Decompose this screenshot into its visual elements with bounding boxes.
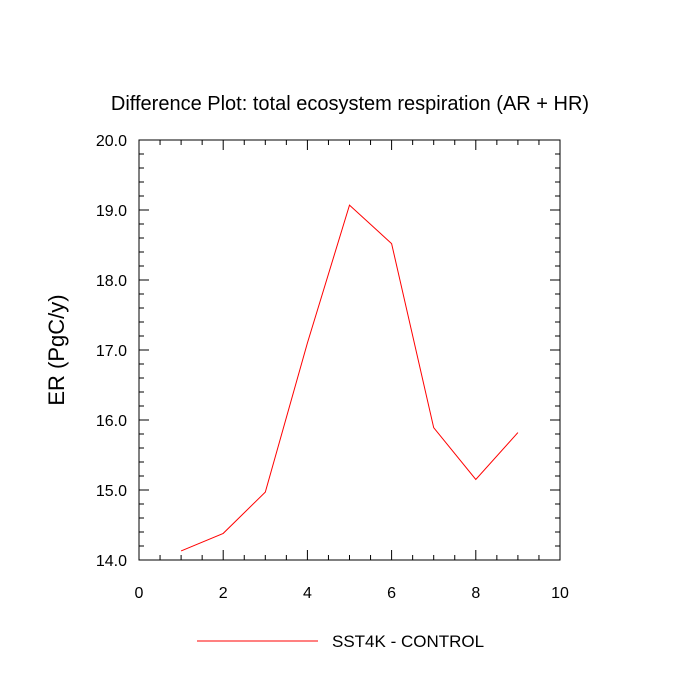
x-tick-label: 8 bbox=[471, 585, 480, 602]
x-tick-label: 6 bbox=[387, 585, 396, 602]
chart-title: Difference Plot: total ecosystem respira… bbox=[111, 93, 589, 115]
x-axis-tick-labels: 0 2 4 6 8 10 bbox=[135, 585, 569, 602]
y-tick-label: 14.0 bbox=[96, 553, 127, 570]
y-tick-label: 18.0 bbox=[96, 273, 127, 290]
legend: SST4K - CONTROL bbox=[197, 632, 484, 651]
y-tick-label: 15.0 bbox=[96, 483, 127, 500]
x-tick-label: 2 bbox=[219, 585, 228, 602]
x-tick-label: 4 bbox=[303, 585, 312, 602]
plot-frame bbox=[138, 139, 561, 561]
y-axis-label: ER (PgC/y) bbox=[44, 294, 69, 405]
axis-ticks bbox=[138, 139, 561, 561]
series-lines bbox=[180, 204, 519, 552]
x-tick-label: 10 bbox=[551, 585, 569, 602]
y-tick-label: 20.0 bbox=[96, 133, 127, 150]
y-tick-label: 19.0 bbox=[96, 203, 127, 220]
y-tick-label: 17.0 bbox=[96, 343, 127, 360]
legend-label: SST4K - CONTROL bbox=[332, 632, 484, 651]
plot-area bbox=[138, 139, 561, 561]
series-line bbox=[180, 204, 519, 552]
x-tick-label: 0 bbox=[135, 585, 144, 602]
y-tick-label: 16.0 bbox=[96, 413, 127, 430]
y-axis-tick-labels: 14.0 15.0 16.0 17.0 18.0 19.0 20.0 bbox=[96, 133, 127, 570]
